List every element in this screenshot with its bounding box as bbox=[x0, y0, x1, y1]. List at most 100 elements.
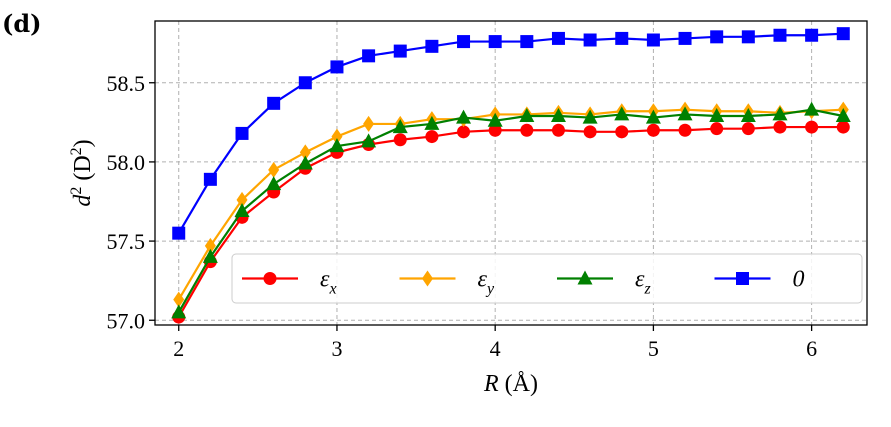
data-point bbox=[615, 125, 629, 139]
data-point bbox=[583, 33, 597, 47]
data-point bbox=[709, 108, 725, 122]
data-point bbox=[550, 108, 566, 122]
data-point bbox=[805, 28, 819, 42]
legend-label-subscript: z bbox=[643, 281, 651, 298]
legend-item: εx bbox=[242, 267, 337, 298]
data-point bbox=[645, 109, 661, 124]
series-3 bbox=[172, 27, 850, 240]
data-point bbox=[805, 120, 819, 134]
data-point bbox=[646, 33, 660, 47]
data-point bbox=[268, 161, 280, 178]
data-point bbox=[330, 60, 344, 74]
data-point bbox=[772, 106, 788, 121]
data-point bbox=[424, 115, 440, 130]
data-point bbox=[361, 133, 377, 148]
x-axis-symbol: R bbox=[483, 371, 499, 397]
legend-item: 0 bbox=[714, 267, 805, 293]
data-point bbox=[393, 133, 407, 147]
series-line bbox=[177, 108, 844, 301]
x-tick-label: 6 bbox=[806, 336, 817, 361]
data-point bbox=[172, 226, 186, 240]
data-point bbox=[457, 35, 471, 49]
data-point bbox=[615, 31, 629, 45]
data-point bbox=[740, 108, 756, 122]
legend-marker bbox=[422, 270, 433, 287]
data-point bbox=[678, 31, 692, 45]
legend-label: εx bbox=[320, 267, 337, 298]
data-point bbox=[202, 248, 218, 263]
data-point bbox=[520, 35, 534, 49]
data-point bbox=[204, 237, 216, 254]
data-point bbox=[266, 176, 282, 191]
data-point bbox=[677, 106, 693, 121]
data-point bbox=[203, 172, 217, 186]
data-point bbox=[773, 120, 787, 134]
x-tick-label: 5 bbox=[648, 336, 659, 361]
y-tick-label: 58.5 bbox=[107, 71, 146, 96]
series-2 bbox=[171, 101, 851, 319]
y-axis-title: d2 (D2) bbox=[68, 139, 96, 206]
series-line bbox=[177, 125, 844, 318]
legend-label-main: 0 bbox=[793, 267, 805, 293]
y-axis-symbol-exponent: 2 bbox=[68, 187, 85, 195]
data-point bbox=[836, 27, 850, 41]
legend-marker bbox=[577, 270, 593, 285]
y-tick-label: 57.5 bbox=[107, 229, 146, 254]
data-point bbox=[487, 112, 503, 127]
data-point bbox=[173, 291, 185, 308]
data-point bbox=[741, 30, 755, 44]
data-point bbox=[741, 122, 755, 136]
y-axis-unit-close: ) bbox=[70, 139, 96, 147]
legend-item: εz bbox=[557, 267, 651, 298]
series-layer bbox=[171, 27, 851, 324]
data-point bbox=[331, 128, 343, 145]
y-tick-label: 58.0 bbox=[107, 150, 146, 175]
data-point bbox=[773, 28, 787, 42]
plot-frame bbox=[154, 20, 868, 326]
data-point bbox=[456, 109, 472, 124]
legend-label-main: ε bbox=[478, 267, 488, 293]
data-point bbox=[583, 125, 597, 139]
legend-label-subscript: x bbox=[328, 281, 336, 298]
panel-label: (d) bbox=[2, 9, 42, 38]
data-point bbox=[488, 123, 502, 137]
data-point bbox=[646, 123, 660, 137]
legend-label-subscript: y bbox=[485, 281, 495, 298]
data-point bbox=[425, 39, 439, 53]
data-point bbox=[393, 44, 407, 58]
data-point bbox=[362, 49, 376, 63]
legend-item: εy bbox=[399, 267, 495, 298]
legend-label-main: ε bbox=[635, 267, 645, 293]
legend-label: εy bbox=[478, 267, 495, 298]
legend-box bbox=[231, 253, 863, 304]
data-point bbox=[519, 108, 535, 122]
legend-label: εz bbox=[635, 267, 651, 298]
data-point bbox=[551, 31, 565, 45]
data-point bbox=[582, 109, 598, 124]
data-point bbox=[835, 108, 851, 122]
legend-marker bbox=[263, 272, 277, 285]
data-point bbox=[329, 138, 345, 153]
data-point bbox=[234, 203, 250, 217]
y-axis-unit-open: (D bbox=[70, 155, 96, 186]
data-point bbox=[678, 123, 692, 137]
x-tick-label: 3 bbox=[331, 336, 342, 361]
data-point bbox=[298, 76, 312, 90]
data-point bbox=[392, 119, 408, 134]
data-point bbox=[520, 123, 534, 137]
data-point bbox=[710, 30, 724, 44]
ticks: 2 3 4 5 6 57.0 57.5 58.0 58.5 bbox=[107, 71, 818, 361]
x-axis-unit: (Å) bbox=[499, 371, 538, 397]
legend-label: 0 bbox=[793, 267, 805, 293]
data-point bbox=[836, 120, 850, 134]
y-axis-symbol: d bbox=[70, 194, 96, 207]
series-line bbox=[177, 108, 844, 313]
data-point bbox=[457, 125, 471, 139]
legend: εx εy εz 0 bbox=[231, 253, 863, 304]
data-point bbox=[804, 101, 820, 116]
x-tick-label: 4 bbox=[490, 336, 501, 361]
series-line bbox=[177, 32, 844, 234]
data-point bbox=[551, 123, 565, 137]
y-tick-label: 57.0 bbox=[107, 308, 146, 333]
